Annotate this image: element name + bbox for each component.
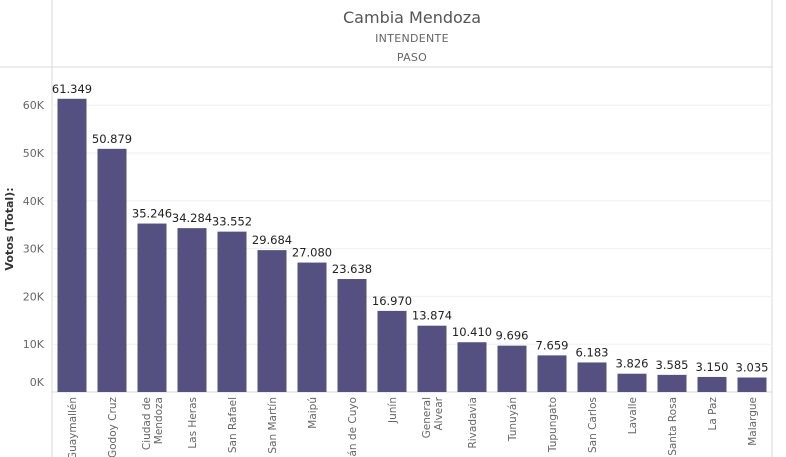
bars xyxy=(57,98,767,392)
chart-subtitle-1: INTENDENTE xyxy=(375,32,449,45)
x-tick-label-line: Tunuyán xyxy=(507,397,519,442)
bar-value-label: 9.696 xyxy=(496,329,529,343)
y-tick-label: 0K xyxy=(30,376,45,389)
x-tick-label-line: Malargue xyxy=(747,397,759,446)
bar-value-label: 23.638 xyxy=(332,262,372,276)
bar-value-label: 7.659 xyxy=(536,338,569,352)
bar xyxy=(617,373,647,392)
bar-value-label: 13.874 xyxy=(412,309,452,323)
bar xyxy=(497,345,527,392)
bar xyxy=(297,262,327,392)
x-tick-label: Luján de Cuyo xyxy=(347,397,359,457)
x-tick-label: Guaymallén xyxy=(67,397,79,457)
bar xyxy=(137,223,167,392)
x-tick-label-line: Rivadavia xyxy=(467,397,479,449)
x-tick-label-line: Junín xyxy=(387,397,399,424)
gridlines xyxy=(52,104,772,345)
x-tick-label-line: San Martín xyxy=(267,397,279,454)
x-tick-label-line: Santa Rosa xyxy=(667,397,679,456)
x-tick-label: Tupungato xyxy=(547,397,559,453)
y-tick-label: 40K xyxy=(23,195,45,208)
x-tick-label-line: Lavalle xyxy=(627,397,639,434)
x-tick-label: Malargue xyxy=(747,397,759,446)
x-tick-label: San Martín xyxy=(267,397,279,454)
x-tick-label-line: San Carlos xyxy=(587,397,599,453)
y-tick-label: 10K xyxy=(23,338,45,351)
bar xyxy=(577,362,607,392)
bar-value-label: 6.183 xyxy=(576,345,609,359)
chart-title: Cambia Mendoza xyxy=(343,8,481,27)
bar-value-label: 3.150 xyxy=(696,360,729,374)
x-tick-label-line: General xyxy=(421,397,433,438)
bar xyxy=(57,98,87,392)
bar xyxy=(217,231,247,392)
y-axis-label: Votos (Total): xyxy=(3,187,16,270)
bar-value-label: 29.684 xyxy=(252,233,292,247)
x-tick-label: Las Heras xyxy=(187,397,199,449)
bar xyxy=(657,374,687,392)
chart-subtitle-2: PASO xyxy=(397,51,427,64)
x-tick-label-line: Mendoza xyxy=(153,397,165,444)
bar-value-label: 3.035 xyxy=(736,360,769,374)
y-ticks: 0K 10K 20K 30K 40K 50K 60K xyxy=(23,99,45,389)
x-tick-labels: Guaymallén Godoy Cruz Ciudad de Mendoza Las … xyxy=(67,396,759,457)
bar-value-label: 10.410 xyxy=(452,325,492,339)
bar xyxy=(537,355,567,392)
bar xyxy=(417,325,447,392)
bar-value-label: 3.826 xyxy=(616,357,649,371)
bar xyxy=(737,377,767,392)
bar-value-label: 27.080 xyxy=(292,246,332,260)
bar-value-label: 61.349 xyxy=(52,82,92,96)
x-tick-label-line: Tupungato xyxy=(547,397,559,453)
x-tick-label-line: Ciudad de xyxy=(141,397,153,450)
data-labels: 61.349 50.879 35.246 34.284 33.55229.68427.0… xyxy=(52,82,769,375)
bar xyxy=(337,279,367,392)
bar xyxy=(377,310,407,392)
x-tick-label: San Carlos xyxy=(587,397,599,453)
bar xyxy=(97,148,127,392)
y-tick-label: 30K xyxy=(23,243,45,256)
y-tick-label: 60K xyxy=(23,99,45,112)
bar xyxy=(457,342,487,392)
bar-value-label: 33.552 xyxy=(212,215,252,229)
x-tick-label-line: Alvear xyxy=(433,396,445,430)
bar-value-label: 34.284 xyxy=(172,211,212,225)
x-tick-label: Rivadavia xyxy=(467,397,479,449)
x-tick-label-line: San Rafael xyxy=(227,397,239,453)
bar-value-label: 16.970 xyxy=(372,294,412,308)
x-tick-label: Junín xyxy=(387,397,399,424)
x-tick-label-line: Maipú xyxy=(307,397,319,429)
bar xyxy=(257,250,287,392)
x-tick-label-line: Guaymallén xyxy=(67,397,79,457)
bar xyxy=(697,376,727,392)
bar-value-label: 50.879 xyxy=(92,132,132,146)
x-tick-label-line: La Paz xyxy=(707,397,719,431)
y-tick-label: 50K xyxy=(23,147,45,160)
x-tick-label-line: Las Heras xyxy=(187,397,199,449)
x-tick-label-line: Luján de Cuyo xyxy=(347,397,359,457)
bar-value-label: 35.246 xyxy=(132,207,172,221)
x-tick-label-line: Godoy Cruz xyxy=(107,397,119,457)
x-tick-label: Godoy Cruz xyxy=(107,397,119,457)
x-tick-label: Ciudad de Mendoza xyxy=(141,397,165,450)
y-tick-label: 20K xyxy=(23,290,45,303)
x-tick-label: La Paz xyxy=(707,397,719,431)
bar xyxy=(177,228,207,392)
bar-value-label: 3.585 xyxy=(656,358,689,372)
x-tick-label: General Alvear xyxy=(421,396,445,438)
x-tick-label: Lavalle xyxy=(627,397,639,434)
x-tick-label: San Rafael xyxy=(227,397,239,453)
x-tick-label: Tunuyán xyxy=(507,397,519,442)
x-tick-label: Santa Rosa xyxy=(667,397,679,456)
x-tick-label: Maipú xyxy=(307,397,319,429)
